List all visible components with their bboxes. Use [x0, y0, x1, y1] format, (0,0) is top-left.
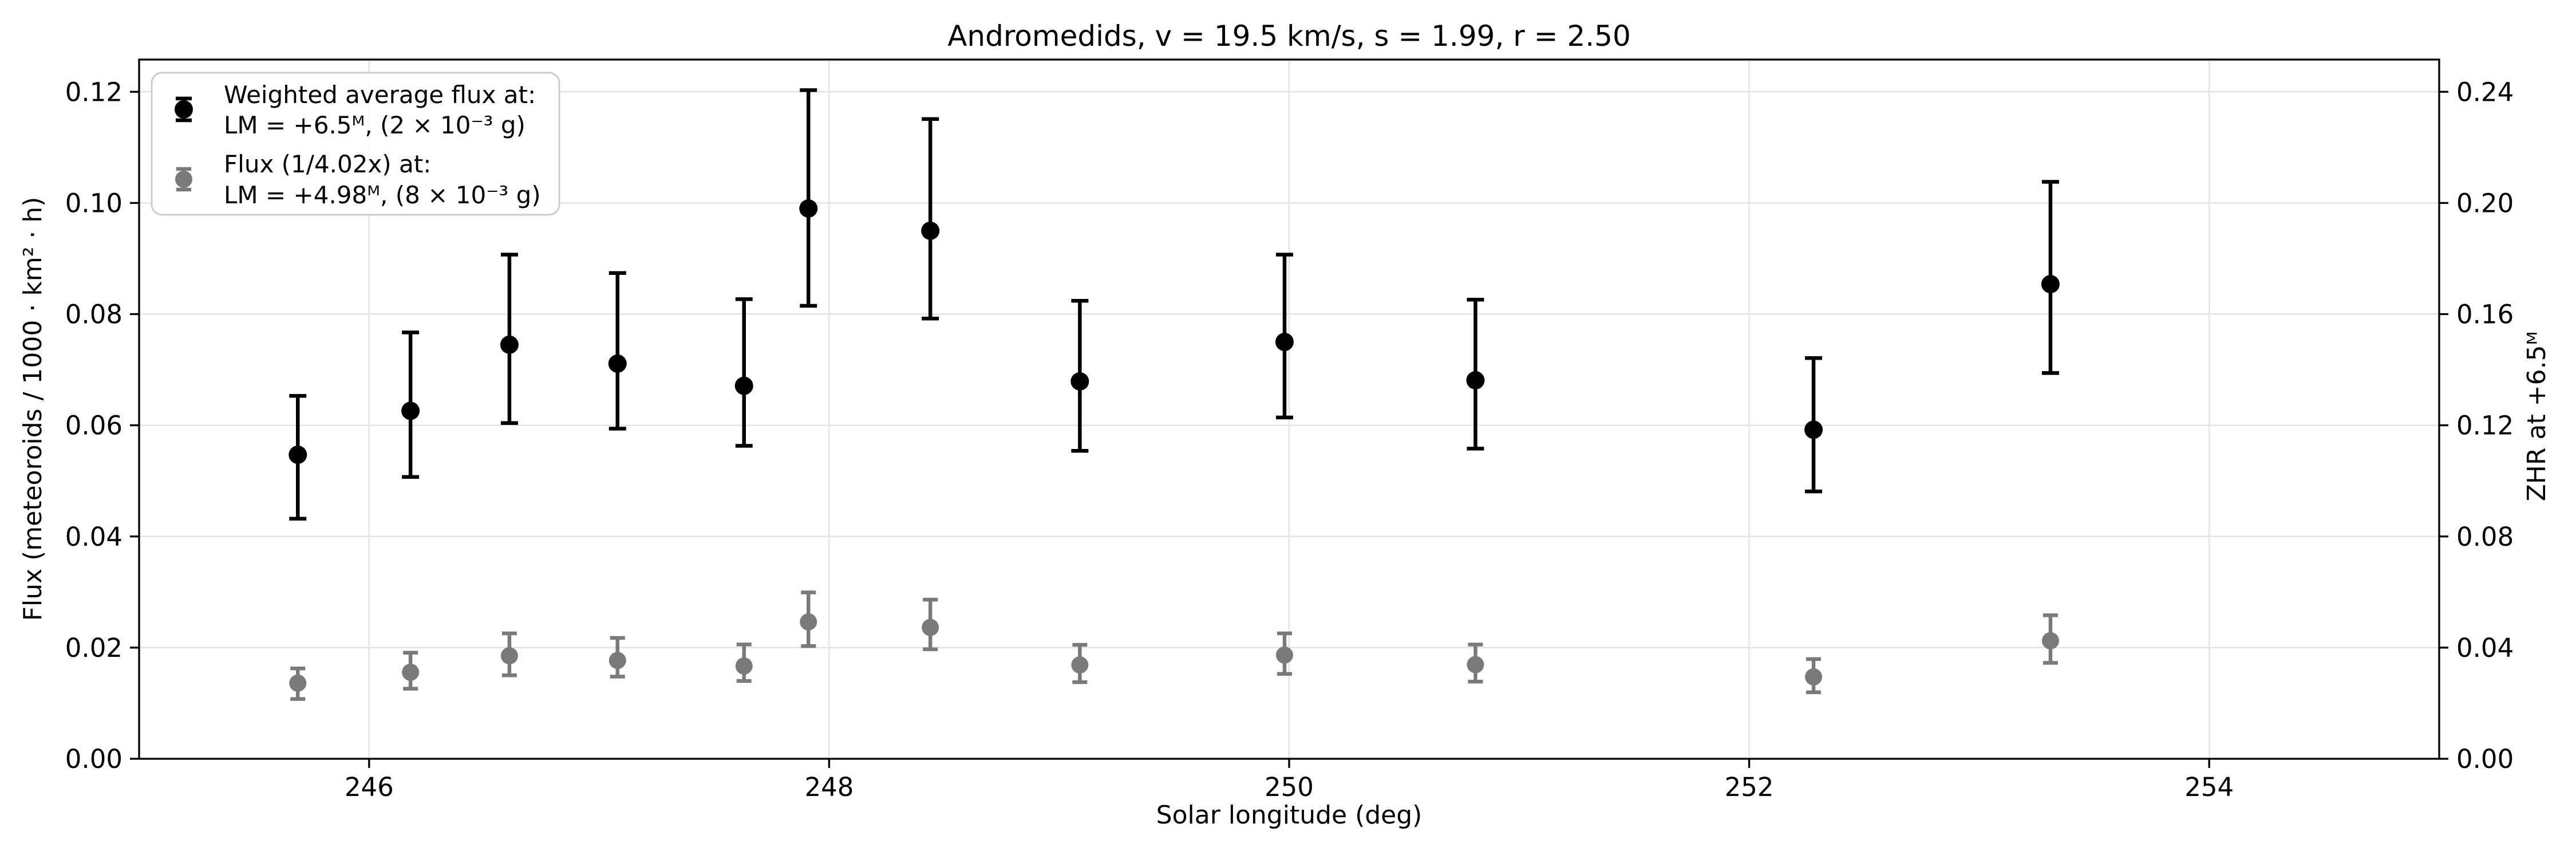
y-tick-label-left: 0.12: [65, 77, 123, 107]
chart-title: Andromedids, v = 19.5 km/s, s = 1.99, r …: [947, 19, 1631, 53]
y-tick-label-left: 0.08: [65, 300, 123, 330]
legend-entry-2-line-1: Flux (1/4.02x) at:: [224, 150, 431, 178]
legend-entry-1-line-1: Weighted average flux at:: [224, 81, 536, 109]
legend-box: [151, 72, 560, 216]
errorbar-point: [500, 631, 518, 677]
errorbar-point: [402, 651, 420, 691]
errorbar-point: [800, 590, 817, 648]
errorbar-point: [608, 271, 627, 431]
errorbar-point: [1275, 253, 1294, 420]
y-tick-label-right: 0.20: [2456, 188, 2514, 218]
legend-marker-black-errorbar-icon: [175, 96, 193, 123]
x-axis-label: Solar longitude (deg): [1156, 801, 1423, 830]
legend-entry-1-line-2: LM = +6.5ᴹ, (2 × 10⁻³ g): [224, 111, 526, 139]
series-black: [289, 88, 2060, 521]
legend-entry-2-line-2: LM = +4.98ᴹ, (8 × 10⁻³ g): [224, 181, 541, 209]
y-axis-label-right: ZHR at +6.5ᴹ: [2522, 332, 2551, 502]
errorbar-point: [289, 667, 307, 701]
y-axis-label-left: Flux (meteoroids / 1000 · km² · h): [18, 197, 48, 621]
errorbar-point: [921, 117, 940, 321]
errorbar-point: [799, 88, 818, 308]
data-series: [289, 88, 2060, 701]
legend: Weighted average flux at: LM = +6.5ᴹ, (2…: [151, 72, 560, 216]
y-tick-label-left: 0.00: [65, 744, 123, 774]
x-tick-label: 252: [1725, 772, 1774, 802]
errorbar-point: [1071, 643, 1089, 684]
y-tick-label-left: 0.04: [65, 522, 123, 552]
errorbar-point: [734, 297, 753, 448]
y-tick-label-left: 0.10: [65, 188, 123, 218]
y-tick-label-right: 0.16: [2456, 300, 2514, 330]
errorbar-point: [735, 643, 753, 683]
axes: 246 248 250 252 254 0.00 0.02 0.04 0.06 0.08 0.10 0…: [65, 58, 2514, 802]
legend-marker-gray-errorbar-icon: [175, 167, 192, 192]
y-tick-label-right: 0.12: [2456, 411, 2514, 441]
y-tick-label-right: 0.04: [2456, 633, 2514, 663]
x-tick-label: 254: [2184, 772, 2234, 802]
errorbar-point: [289, 393, 307, 521]
y-tick-label-right: 0.08: [2456, 522, 2514, 552]
errorbar-point: [609, 636, 626, 679]
y-tick-label-left: 0.06: [65, 411, 123, 441]
x-tick-label: 246: [345, 772, 394, 802]
errorbar-point: [1275, 631, 1293, 676]
errorbar-point: [2041, 180, 2060, 375]
errorbar-point: [1467, 643, 1484, 684]
errorbar-point: [401, 330, 420, 479]
series-gray: [289, 590, 2059, 701]
y-tick-label-left: 0.02: [65, 633, 123, 663]
y-tick-label-right: 0.00: [2456, 744, 2514, 774]
errorbar-point: [2041, 613, 2059, 665]
errorbar-point: [1070, 298, 1089, 453]
x-tick-label: 248: [804, 772, 854, 802]
errorbar-point: [1804, 356, 1823, 494]
errorbar-point: [1466, 298, 1485, 451]
y-tick-label-right: 0.24: [2456, 77, 2514, 107]
errorbar-point: [922, 597, 939, 652]
errorbar-point: [1805, 657, 1823, 695]
x-tick-label: 250: [1265, 772, 1314, 802]
errorbar-point: [500, 253, 519, 425]
